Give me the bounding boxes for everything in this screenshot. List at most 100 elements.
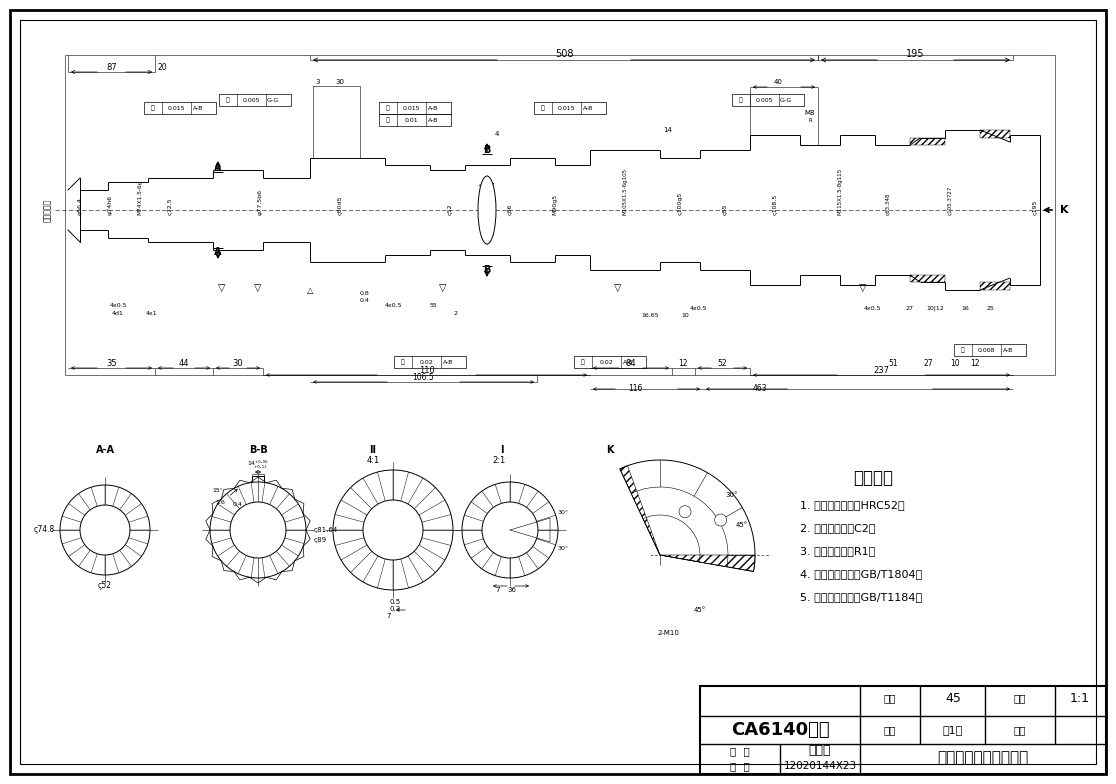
- Text: ς72.5: ς72.5: [167, 198, 173, 215]
- Text: 10|12: 10|12: [926, 305, 944, 310]
- Circle shape: [333, 470, 453, 590]
- Text: 30°: 30°: [558, 546, 569, 550]
- Text: 4x0.5: 4x0.5: [690, 306, 706, 310]
- Text: ς195: ς195: [1032, 199, 1038, 215]
- Text: 87: 87: [107, 63, 117, 71]
- Circle shape: [679, 506, 691, 517]
- Text: A-B: A-B: [1003, 347, 1013, 353]
- Text: 25: 25: [987, 306, 994, 310]
- Bar: [379, 114, 451, 126]
- Text: ς100g5: ς100g5: [677, 192, 683, 215]
- Text: A-B: A-B: [443, 360, 453, 365]
- Bar: [219, 94, 291, 106]
- Text: 姓  名: 姓 名: [730, 746, 750, 756]
- Bar: [533, 102, 606, 114]
- Text: △: △: [307, 285, 314, 295]
- Circle shape: [230, 502, 286, 558]
- Text: ⌰: ⌰: [151, 105, 155, 111]
- Text: 0.4: 0.4: [233, 502, 243, 506]
- Text: 2-M10: 2-M10: [657, 630, 679, 636]
- Bar: [980, 130, 1010, 138]
- Text: 45: 45: [945, 691, 961, 705]
- Text: 27: 27: [906, 306, 914, 310]
- Text: 3. 未注圆角均为R1。: 3. 未注圆角均为R1。: [800, 546, 875, 556]
- Text: 14: 14: [664, 127, 673, 133]
- Text: 30: 30: [336, 79, 345, 85]
- Text: φ77.5b6: φ77.5b6: [258, 189, 262, 215]
- Text: ς4H7: ς4H7: [479, 183, 496, 187]
- Circle shape: [714, 514, 727, 526]
- Text: 4x0.5: 4x0.5: [384, 303, 402, 307]
- Text: 7: 7: [496, 587, 500, 593]
- Text: 36: 36: [508, 587, 517, 593]
- Text: K: K: [1060, 205, 1068, 215]
- Text: A: A: [214, 163, 222, 173]
- Circle shape: [482, 502, 538, 558]
- Text: 14⁺⁰⋅⁰⁶
  ⁺⁰⋅¹¹: 14⁺⁰⋅⁰⁶ ⁺⁰⋅¹¹: [248, 461, 268, 471]
- Bar: [252, 474, 264, 484]
- Text: 1:1: 1:1: [1070, 691, 1090, 705]
- Text: ς85: ς85: [722, 204, 728, 215]
- Wedge shape: [632, 487, 728, 567]
- Text: ⌰: ⌰: [386, 105, 389, 111]
- Text: I: I: [500, 445, 503, 455]
- Text: 5. 未注形位公差按GB/T1184。: 5. 未注形位公差按GB/T1184。: [800, 592, 922, 602]
- Text: 4d1: 4d1: [112, 310, 124, 315]
- Text: ς52: ς52: [448, 203, 452, 215]
- Text: 0.005: 0.005: [756, 97, 773, 103]
- Bar: [980, 282, 1010, 290]
- Text: G-G: G-G: [780, 97, 792, 103]
- Text: B: B: [483, 265, 491, 275]
- Text: ⌰: ⌰: [386, 117, 389, 123]
- Text: 45°: 45°: [735, 522, 748, 528]
- Text: 35: 35: [107, 358, 117, 368]
- Text: ⌰: ⌰: [739, 97, 743, 103]
- Text: 中北大学信息商务学院: 中北大学信息商务学院: [937, 750, 1029, 765]
- Bar: [954, 344, 1026, 356]
- Text: 4:1: 4:1: [366, 456, 379, 464]
- Text: CA6140主轴: CA6140主轴: [731, 721, 829, 739]
- Text: 0.015: 0.015: [167, 106, 185, 111]
- Text: ς80d5: ς80d5: [337, 196, 343, 215]
- Circle shape: [462, 482, 558, 578]
- Text: 技术要求: 技术要求: [853, 469, 893, 487]
- Text: 比例: 比例: [1013, 693, 1027, 703]
- Text: 30: 30: [233, 358, 243, 368]
- Text: 16: 16: [961, 306, 969, 310]
- Text: 52: 52: [718, 358, 727, 368]
- Bar: [379, 102, 451, 114]
- Text: 7: 7: [387, 613, 392, 619]
- Bar: [732, 94, 804, 106]
- Text: 4. 未注尺寸公差按GB/T1804。: 4. 未注尺寸公差按GB/T1804。: [800, 569, 922, 579]
- Text: 10: 10: [950, 358, 960, 368]
- Text: 15°: 15°: [212, 488, 223, 492]
- Text: 4x0.5: 4x0.5: [864, 306, 881, 310]
- Text: 0.005: 0.005: [242, 97, 260, 103]
- Text: 2. 未注倒角均为C2。: 2. 未注倒角均为C2。: [800, 523, 875, 533]
- Text: 材料: 材料: [884, 693, 896, 703]
- Text: 数量: 数量: [884, 725, 896, 735]
- Text: 0.015: 0.015: [558, 106, 575, 111]
- Text: 106.5: 106.5: [412, 372, 434, 382]
- Text: A-A: A-A: [96, 445, 115, 455]
- Text: 4x1: 4x1: [146, 310, 157, 315]
- Text: 44: 44: [179, 358, 190, 368]
- Text: 王志国: 王志国: [809, 745, 831, 757]
- Text: 0.3: 0.3: [389, 606, 401, 612]
- Text: 195: 195: [906, 49, 924, 59]
- Text: 0.02: 0.02: [599, 360, 614, 365]
- Text: 4x0.5: 4x0.5: [109, 303, 127, 307]
- Text: B-B: B-B: [249, 445, 268, 455]
- Text: ⌰: ⌰: [961, 347, 965, 353]
- Circle shape: [60, 485, 150, 575]
- Text: A-B: A-B: [427, 106, 439, 111]
- Text: 508: 508: [555, 49, 574, 59]
- Text: ς81.64: ς81.64: [314, 527, 338, 533]
- Text: ⌰: ⌰: [581, 359, 585, 365]
- Text: 图号: 图号: [1013, 725, 1027, 735]
- Circle shape: [363, 500, 423, 560]
- Text: 40: 40: [773, 79, 782, 85]
- Text: 20: 20: [157, 63, 166, 71]
- Text: M8: M8: [805, 110, 816, 116]
- Text: 16.65: 16.65: [642, 313, 658, 318]
